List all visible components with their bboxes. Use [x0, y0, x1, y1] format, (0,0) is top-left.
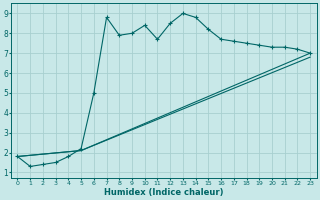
- X-axis label: Humidex (Indice chaleur): Humidex (Indice chaleur): [104, 188, 224, 197]
